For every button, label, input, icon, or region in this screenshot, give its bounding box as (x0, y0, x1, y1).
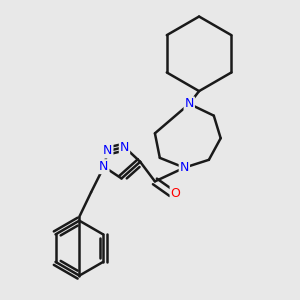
Text: N: N (120, 141, 129, 154)
Text: N: N (180, 161, 189, 174)
Text: O: O (171, 187, 181, 200)
Text: N: N (184, 98, 194, 110)
Text: N: N (99, 160, 109, 173)
Text: N: N (103, 145, 112, 158)
